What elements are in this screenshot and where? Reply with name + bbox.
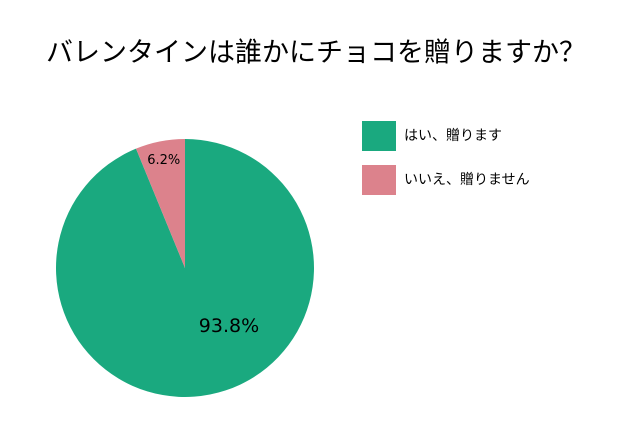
- pie-slice: [136, 139, 185, 268]
- legend-label: いいえ、贈りません: [404, 172, 530, 188]
- chart-title: バレンタインは誰かにチョコを贈りますか？: [46, 38, 586, 69]
- data-label: 93.8%: [199, 315, 259, 337]
- data-label: 6.2%: [147, 153, 180, 168]
- legend-swatch: [362, 121, 396, 151]
- legend-label: はい、贈ります: [404, 128, 502, 144]
- legend-swatch: [362, 165, 396, 195]
